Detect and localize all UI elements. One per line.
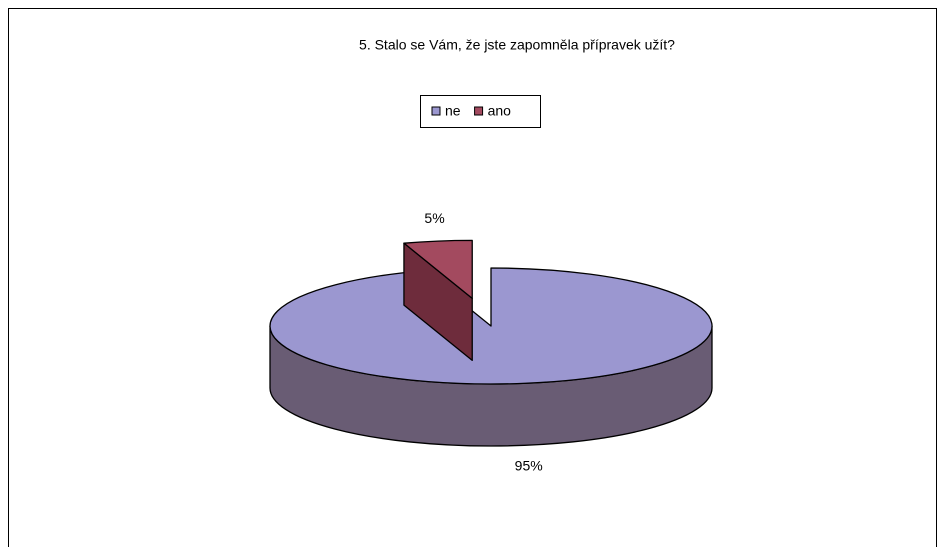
chart-frame bbox=[8, 8, 937, 547]
slice bbox=[403, 239, 473, 299]
legend-swatch bbox=[474, 106, 484, 116]
legend-label: ne bbox=[445, 103, 461, 119]
slice bbox=[269, 267, 713, 385]
data-label: 5% bbox=[424, 210, 444, 226]
chart-title: 5. Stalo se Vám, že jste zapomněla přípr… bbox=[359, 37, 675, 53]
data-label: 95% bbox=[515, 458, 543, 474]
legend-swatch bbox=[431, 106, 441, 116]
legend-label: ano bbox=[488, 103, 512, 119]
